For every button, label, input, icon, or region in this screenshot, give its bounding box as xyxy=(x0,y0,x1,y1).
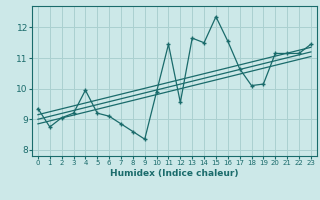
X-axis label: Humidex (Indice chaleur): Humidex (Indice chaleur) xyxy=(110,169,239,178)
